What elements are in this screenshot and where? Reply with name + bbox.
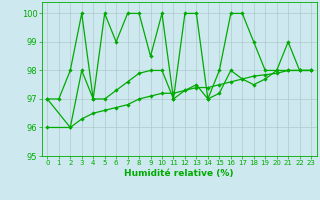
- X-axis label: Humidité relative (%): Humidité relative (%): [124, 169, 234, 178]
